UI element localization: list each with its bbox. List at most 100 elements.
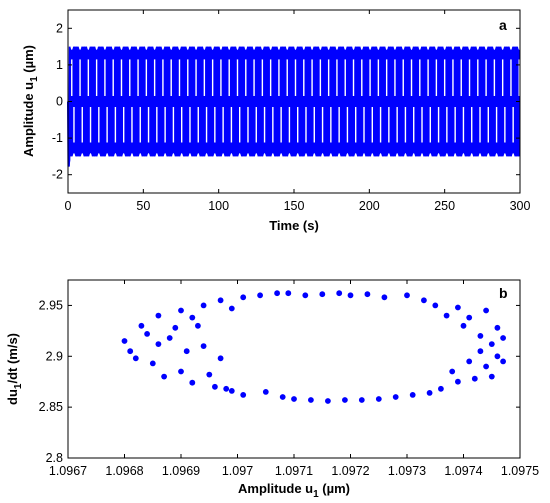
- panel-b-point: [432, 302, 439, 309]
- panel-a-xtick-label: 150: [284, 199, 305, 213]
- panel-a-scallop-bottom: [196, 153, 200, 158]
- panel-a-scallop-bottom: [495, 153, 499, 158]
- panel-a-scallop-top: [161, 45, 165, 50]
- panel-a-scallop-top: [368, 45, 372, 50]
- panel-a-scallop-top: [144, 45, 148, 50]
- panel-a-scallop-bottom: [511, 153, 515, 158]
- panel-b-point: [404, 292, 410, 299]
- panel-a-scallop-top: [501, 45, 505, 50]
- panel-b-point: [358, 397, 365, 403]
- panel-b-point: [279, 394, 286, 400]
- panel-b-point: [257, 292, 263, 299]
- panel-a-xtick-label: 250: [434, 199, 455, 213]
- panel-a-scallop-bottom: [188, 153, 192, 158]
- panel-b-xtick-label: 1.0971: [275, 464, 313, 478]
- panel-b-ylabel: du1/dt (m/s): [5, 333, 24, 405]
- panel-a-scallop-top: [236, 45, 239, 50]
- panel-b-point: [409, 392, 416, 398]
- panel-a-scallop-top: [327, 45, 331, 50]
- panel-a-scallop-top: [227, 45, 231, 50]
- panel-a-scallop-top: [318, 45, 322, 50]
- panel-b-point: [178, 307, 184, 314]
- panel-a-scallop-bottom: [329, 153, 333, 158]
- panel-b-xtick-label: 1.0974: [444, 464, 482, 478]
- panel-a-scallop-top: [343, 45, 347, 50]
- panel-a-scallop-top: [177, 45, 181, 50]
- panel-b-xtick-label: 1.0968: [105, 464, 143, 478]
- panel-b-point: [325, 398, 331, 404]
- panel-a-scallop-bottom: [503, 153, 507, 158]
- panel-a-scallop-bottom: [287, 153, 291, 158]
- panel-a-scallop-bottom: [138, 153, 142, 158]
- panel-b-point: [308, 397, 314, 403]
- panel-b-xtick-label: 1.0967: [49, 464, 87, 478]
- panel-a-scallop-bottom: [122, 153, 126, 158]
- panel-a-scallop-bottom: [470, 153, 474, 158]
- panel-a-xtick-label: 0: [65, 199, 72, 213]
- panel-a-scallop-top: [476, 45, 480, 50]
- panel-b-point: [500, 335, 506, 341]
- panel-b-point: [212, 383, 218, 390]
- panel-a-scallop-bottom: [72, 153, 76, 158]
- panel-a-scallop-bottom: [155, 153, 159, 158]
- panel-b-point: [449, 368, 456, 375]
- panel-b-point: [132, 355, 139, 362]
- panel-a-axes: 0 50 100 150 200 250 300 -2 -1 0 1 2: [52, 9, 530, 213]
- panel-a-ylabel: Amplitude u1 (µm): [21, 45, 40, 157]
- panel-b-point: [285, 290, 292, 297]
- panel-b-point: [262, 389, 269, 395]
- panel-b-point: [200, 343, 207, 349]
- panel-b-point: [240, 294, 247, 301]
- panel-a-scallop-bottom: [113, 153, 117, 158]
- panel-b-point: [488, 341, 495, 347]
- panel-a-scallop-top: [434, 45, 438, 50]
- panel-a-scallop-bottom: [263, 153, 267, 158]
- panel-b-point: [228, 305, 235, 312]
- panel-a-scallop-top: [468, 45, 472, 50]
- panel-a-scallop-bottom: [213, 153, 217, 158]
- panel-a-scallop-bottom: [296, 153, 300, 158]
- panel-a-scallop-top: [302, 45, 306, 50]
- panel-b-point: [477, 348, 484, 355]
- panel-a-scallop-top: [277, 45, 281, 50]
- panel-a-scallop-top: [78, 45, 82, 50]
- panel-a-scallop-top: [260, 45, 264, 50]
- panel-b-point: [455, 378, 461, 385]
- panel-a-scallop-top: [451, 45, 455, 50]
- panel-a-scallop-top: [410, 45, 414, 50]
- panel-a-scallop-top: [153, 45, 157, 50]
- panel-a-scallop-bottom: [354, 153, 358, 158]
- panel-a-scallop-top: [70, 45, 74, 50]
- panel-b-point: [438, 385, 444, 392]
- panel-b-point: [189, 314, 196, 321]
- panel-b-ytick-label: 2.8: [46, 451, 63, 465]
- panel-a-scallop-bottom: [271, 153, 275, 158]
- panel-a-scallop-bottom: [362, 153, 366, 158]
- panel-a-scallop-bottom: [453, 153, 457, 158]
- panel-a-scallop-bottom: [321, 153, 325, 158]
- panel-a-scallop-top: [376, 45, 380, 50]
- panel-b-point: [144, 331, 151, 337]
- panel-a-scallop-top: [418, 45, 422, 50]
- panel-a-scallop-bottom: [412, 153, 416, 158]
- panel-a-scallop-top: [310, 45, 314, 50]
- panel-a-scallop-bottom: [379, 153, 383, 158]
- panel-b-point: [206, 371, 213, 378]
- panel-b-point: [342, 397, 348, 403]
- panel-b-point: [217, 355, 224, 362]
- panel-a-scallop-bottom: [420, 153, 424, 158]
- panel-a-xtick-label: 200: [359, 199, 380, 213]
- panel-a-scallop-top: [86, 45, 90, 50]
- panel-b-point: [302, 292, 309, 299]
- panel-a-scallop-top: [119, 45, 123, 50]
- panel-b-point: [466, 314, 473, 321]
- panel-a-scallop-bottom: [163, 153, 167, 158]
- panel-b-point: [121, 338, 128, 344]
- panel-a-scallop-top: [211, 45, 215, 50]
- panel-b-point: [392, 394, 399, 400]
- panel-a-scallop-top: [128, 45, 132, 50]
- panel-a-scallop-bottom: [345, 153, 349, 158]
- panel-b-point: [223, 385, 230, 392]
- panel-b-point: [455, 304, 461, 311]
- panel-b-point: [381, 294, 388, 301]
